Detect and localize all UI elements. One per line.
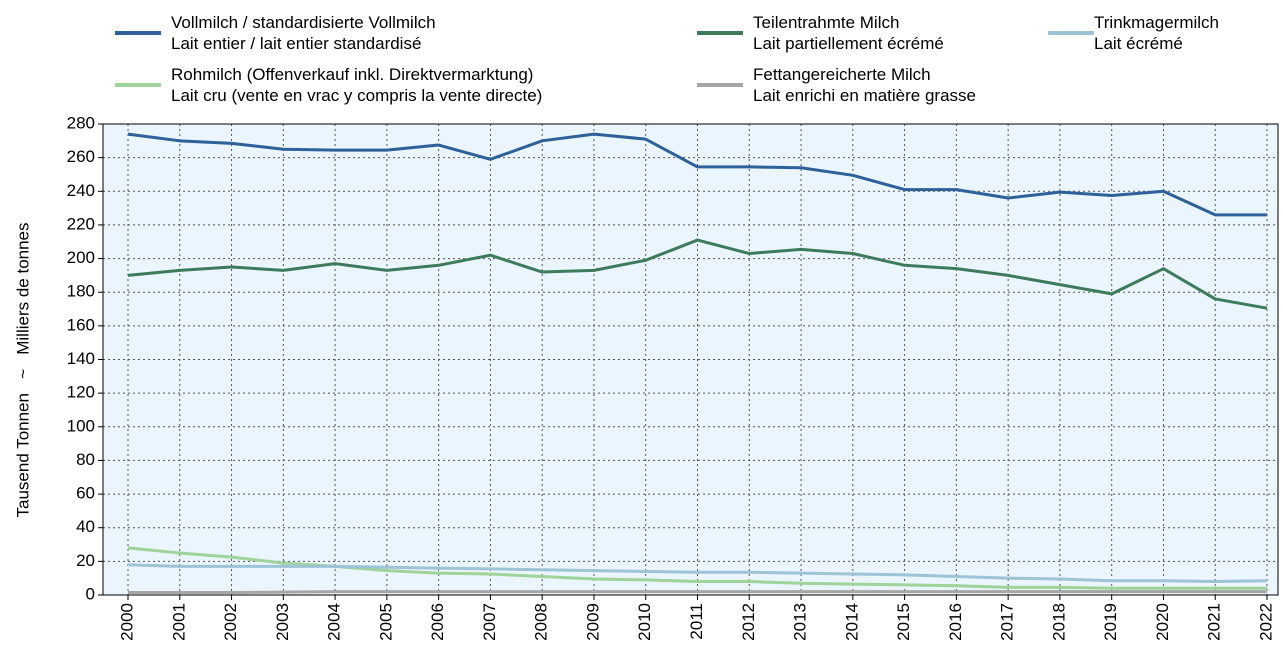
legend-swatch — [697, 83, 743, 87]
x-tick-label: 2017 — [998, 603, 1017, 641]
y-tick-label: 280 — [67, 113, 95, 132]
legend-label: Rohmilch (Offenverkauf inkl. Direktverma… — [171, 65, 543, 105]
x-tick-label: 2010 — [635, 603, 654, 641]
legend-swatch — [1048, 31, 1094, 35]
y-tick-label: 0 — [86, 584, 95, 603]
y-tick-label: 100 — [67, 416, 95, 435]
x-tick-label: 2000 — [117, 603, 136, 641]
plot-frame — [102, 123, 1279, 596]
legend-swatch — [115, 83, 161, 87]
x-tick-label: 2009 — [583, 603, 602, 641]
x-tick-label: 2007 — [480, 603, 499, 641]
y-axis-label: Tausend Tonnen ~ Milliers de tonnes — [13, 222, 32, 517]
series-line — [127, 132, 1267, 217]
x-tick-label: 2020 — [1153, 603, 1172, 641]
legend-label: Trinkmagermilch Lait écrémé — [1094, 13, 1220, 53]
series-line — [127, 563, 1268, 584]
legend-swatch — [115, 31, 161, 35]
legend-label: Teilentrahmte Milch Lait partiellement é… — [753, 13, 944, 53]
y-tick-label: 140 — [67, 349, 95, 368]
y-tick-label: 160 — [67, 315, 95, 334]
y-tick-label: 180 — [67, 282, 95, 301]
series-line — [127, 238, 1268, 310]
x-tick-label: 2004 — [325, 603, 344, 641]
y-tick-label: 200 — [67, 248, 95, 267]
y-tick-label: 120 — [67, 383, 95, 402]
y-tick-label: 80 — [76, 450, 95, 469]
y-tick-label: 240 — [67, 181, 95, 200]
series-line — [128, 590, 1267, 594]
x-tick-label: 2003 — [273, 603, 292, 641]
x-tick-label: 2002 — [221, 603, 240, 641]
x-tick-label: 2005 — [376, 603, 395, 641]
x-tick-label: 2014 — [842, 603, 861, 641]
legend-label: Vollmilch / standardisierte Vollmilch La… — [171, 13, 436, 53]
x-tick-label: 2012 — [739, 603, 758, 641]
y-tick-label: 60 — [76, 484, 95, 503]
legend-label: Fettangereicherte Milch Lait enrichi en … — [753, 65, 977, 105]
x-tick-label: 2022 — [1256, 603, 1275, 641]
x-tick-label: 2018 — [1049, 603, 1068, 641]
y-tick-label: 220 — [67, 214, 95, 233]
x-tick-label: 2016 — [946, 603, 965, 641]
x-tick-label: 2006 — [428, 603, 447, 641]
x-tick-label: 2008 — [532, 603, 551, 641]
y-tick-label: 20 — [76, 551, 95, 570]
x-tick-label: 2021 — [1205, 603, 1224, 641]
y-tick-label: 260 — [67, 147, 95, 166]
x-tick-label: 2001 — [169, 603, 188, 641]
x-tick-label: 2015 — [894, 603, 913, 641]
y-tick-label: 40 — [76, 517, 95, 536]
x-tick-label: 2013 — [791, 603, 810, 641]
x-tick-label: 2011 — [687, 603, 706, 640]
x-tick-label: 2019 — [1101, 603, 1120, 641]
legend-swatch — [697, 31, 743, 35]
